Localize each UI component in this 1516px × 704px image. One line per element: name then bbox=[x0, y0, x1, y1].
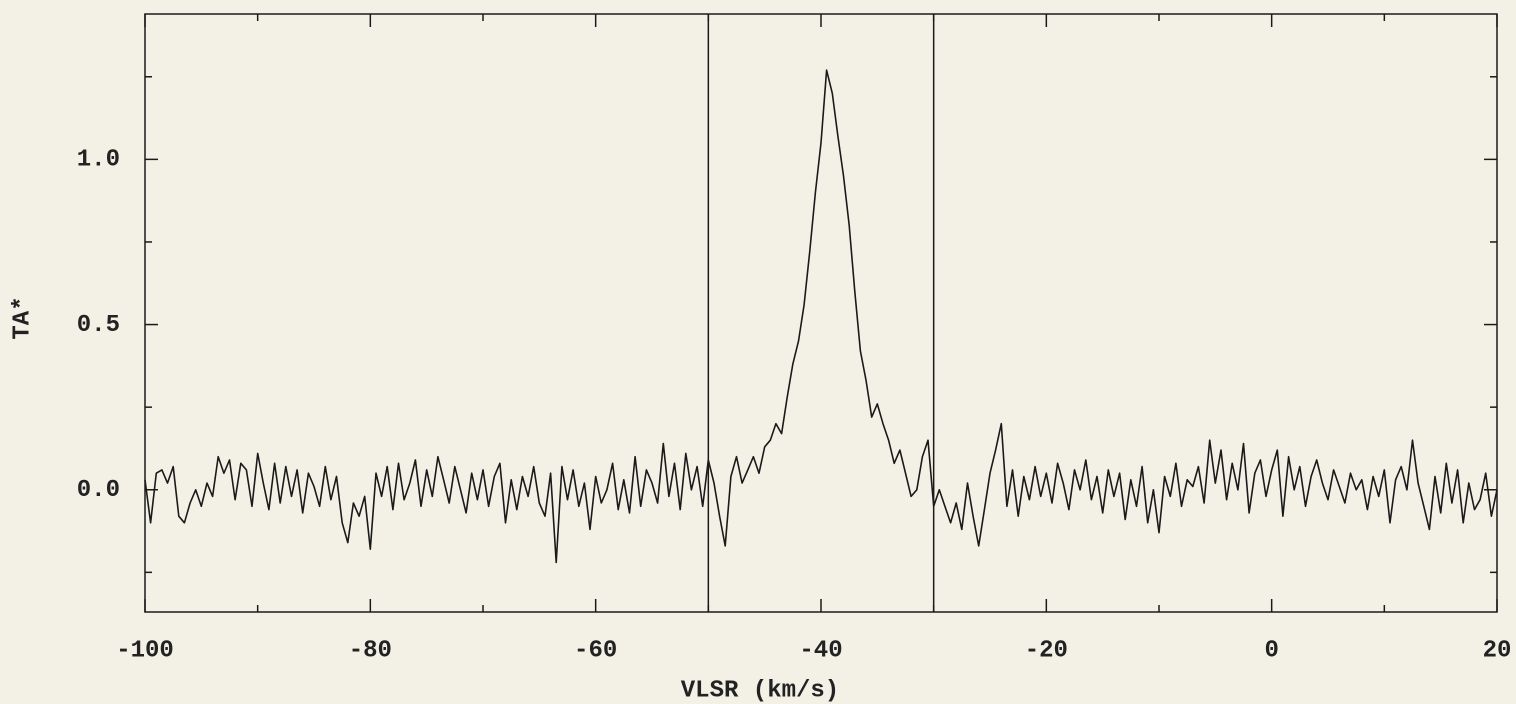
y-tick-label: 0.0 bbox=[77, 477, 120, 504]
plot-frame bbox=[144, 13, 1498, 613]
x-tick-label: 20 bbox=[1483, 637, 1512, 664]
y-axis-label: TA* bbox=[9, 296, 36, 339]
x-axis-label: VLSR (km/s) bbox=[681, 677, 839, 704]
x-tick-label: -20 bbox=[1025, 637, 1068, 664]
spectrum-line bbox=[144, 69, 1498, 564]
y-tick-label: 1.0 bbox=[77, 147, 120, 174]
x-tick-label: -100 bbox=[116, 637, 174, 664]
x-tick-label: -80 bbox=[349, 637, 392, 664]
y-tick-label: 0.5 bbox=[77, 312, 120, 339]
x-tick-label: -60 bbox=[574, 637, 617, 664]
x-tick-label: 0 bbox=[1264, 637, 1278, 664]
x-tick-label: -40 bbox=[799, 637, 842, 664]
